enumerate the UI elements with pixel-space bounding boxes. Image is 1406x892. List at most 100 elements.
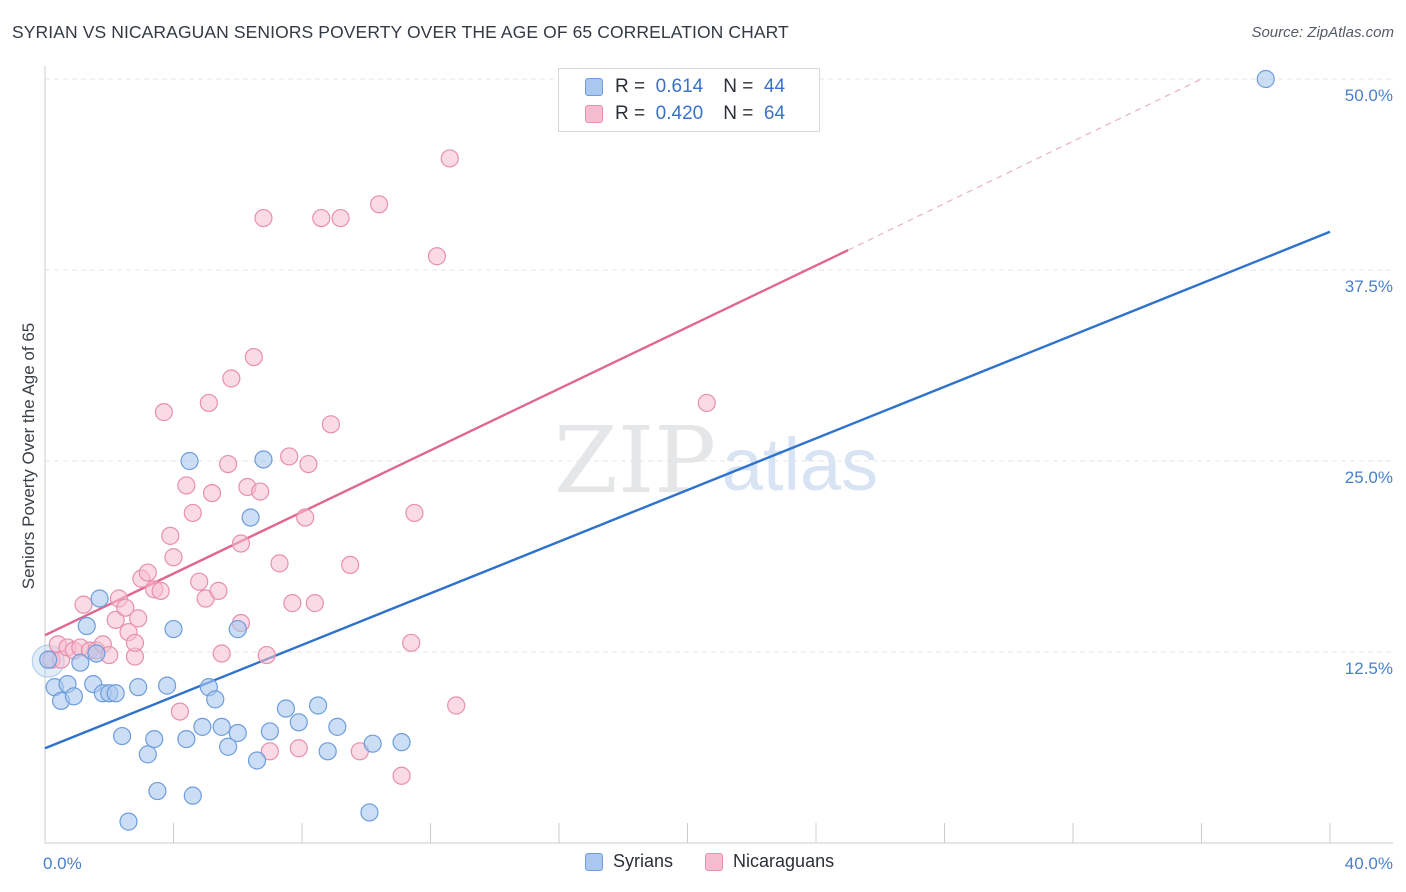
point-syrians	[212, 717, 231, 736]
point-nicaraguans	[190, 572, 209, 591]
watermark-zip: ZIP	[554, 407, 716, 514]
point-syrians	[148, 781, 167, 801]
point-nicaraguans	[183, 503, 202, 523]
point-syrians	[64, 687, 84, 706]
point-nicaraguans	[289, 739, 308, 758]
point-nicaraguans	[164, 548, 183, 567]
grid-lines	[45, 78, 1393, 653]
legend-r-value: 0.420	[655, 103, 704, 124]
series-legend: Syrians Nicaraguans	[585, 851, 866, 872]
point-syrians	[157, 676, 177, 695]
legend-n-label: N =	[723, 103, 754, 124]
point-nicaraguans	[280, 447, 299, 466]
source-label: Source: ZipAtlas.com	[1251, 24, 1394, 41]
legend-row-syrians: R = 0.614 N = 44	[585, 75, 785, 99]
trend-line-syrians	[44, 230, 1331, 750]
point-syrians	[119, 812, 138, 831]
point-syrians	[177, 729, 196, 749]
point-nicaraguans	[331, 208, 350, 228]
point-nicaraguans	[151, 581, 170, 600]
point-nicaraguans	[283, 594, 302, 613]
point-syrians	[129, 678, 148, 697]
y-tick-label: 25.0%	[1345, 468, 1393, 487]
point-syrians	[392, 733, 411, 752]
point-nicaraguans	[138, 563, 157, 582]
point-syrians	[106, 684, 125, 703]
point-syrians	[219, 737, 238, 756]
point-syrians	[247, 751, 267, 770]
legend-row-nicaraguans: R = 0.420 N = 64	[585, 102, 785, 126]
series-swatch-nicaraguans	[705, 852, 724, 871]
point-syrians	[228, 619, 247, 639]
point-syrians	[228, 723, 247, 743]
point-syrians	[276, 699, 296, 718]
x-tick-label-min: 0.0%	[43, 854, 82, 873]
series-legend-nicaraguans[interactable]: Nicaraguans	[705, 851, 834, 872]
point-syrians	[138, 745, 157, 764]
point-nicaraguans	[154, 403, 173, 422]
point-nicaraguans	[296, 508, 315, 527]
trend-line-nicaraguans	[44, 249, 849, 637]
watermark-atlas: atlas	[722, 423, 878, 506]
point-syrians	[206, 690, 225, 709]
point-syrians	[87, 644, 106, 663]
point-syrians	[39, 650, 58, 669]
point-nicaraguans	[392, 766, 411, 785]
y-tick-label: 12.5%	[1345, 659, 1393, 678]
point-nicaraguans	[299, 454, 318, 474]
point-nicaraguans	[74, 595, 93, 614]
data-points	[31, 69, 1275, 831]
trend-lines	[44, 78, 1331, 750]
trend-line-nicaraguans-extension	[847, 78, 1202, 251]
point-nicaraguans	[231, 534, 251, 553]
point-nicaraguans	[170, 702, 190, 721]
point-nicaraguans	[212, 644, 231, 663]
legend-swatch-nicaraguans	[585, 105, 603, 123]
point-nicaraguans	[244, 347, 263, 367]
point-nicaraguans	[219, 454, 238, 474]
legend-n-value: 64	[763, 103, 786, 124]
y-tick-label: 37.5%	[1345, 277, 1393, 296]
legend-r-label: R =	[615, 103, 646, 124]
point-syrians	[90, 589, 109, 608]
axes	[44, 66, 1393, 844]
point-nicaraguans	[440, 149, 459, 168]
point-nicaraguans	[257, 645, 276, 665]
point-nicaraguans	[222, 369, 241, 388]
point-nicaraguans	[405, 503, 424, 523]
legend-n-value: 44	[763, 76, 786, 97]
point-nicaraguans	[177, 476, 196, 495]
legend-r-label: R =	[615, 76, 646, 97]
point-syrians	[193, 717, 212, 736]
point-nicaraguans	[202, 483, 222, 503]
point-nicaraguans	[209, 581, 228, 600]
point-nicaraguans	[116, 598, 135, 617]
legend-swatch-syrians	[585, 78, 603, 96]
point-syrians	[254, 450, 273, 469]
point-syrians	[112, 726, 132, 746]
point-syrians	[1256, 69, 1275, 89]
legend-n-label: N =	[723, 76, 754, 97]
tick-labels: 12.5% 25.0% 37.5% 50.0% 0.0% 40.0%	[43, 86, 1393, 873]
point-syrians	[308, 696, 328, 715]
point-nicaraguans	[125, 633, 145, 652]
point-nicaraguans	[697, 393, 716, 413]
point-syrians	[183, 786, 202, 805]
point-nicaraguans	[199, 393, 218, 413]
point-syrians	[164, 619, 183, 639]
point-nicaraguans	[447, 696, 466, 715]
y-axis-label: Seniors Poverty Over the Age of 65	[19, 323, 38, 589]
series-legend-syrians[interactable]: Syrians	[585, 851, 673, 872]
point-syrians	[318, 742, 337, 761]
point-nicaraguans	[312, 208, 331, 228]
watermark: ZIP atlas	[554, 407, 878, 514]
point-syrians	[180, 451, 199, 471]
series-label-syrians: Syrians	[613, 851, 674, 871]
point-syrians	[71, 653, 90, 672]
point-nicaraguans	[370, 195, 389, 214]
point-syrians	[328, 717, 347, 736]
point-nicaraguans	[129, 609, 148, 628]
point-nicaraguans	[260, 742, 279, 761]
point-nicaraguans	[161, 526, 180, 545]
